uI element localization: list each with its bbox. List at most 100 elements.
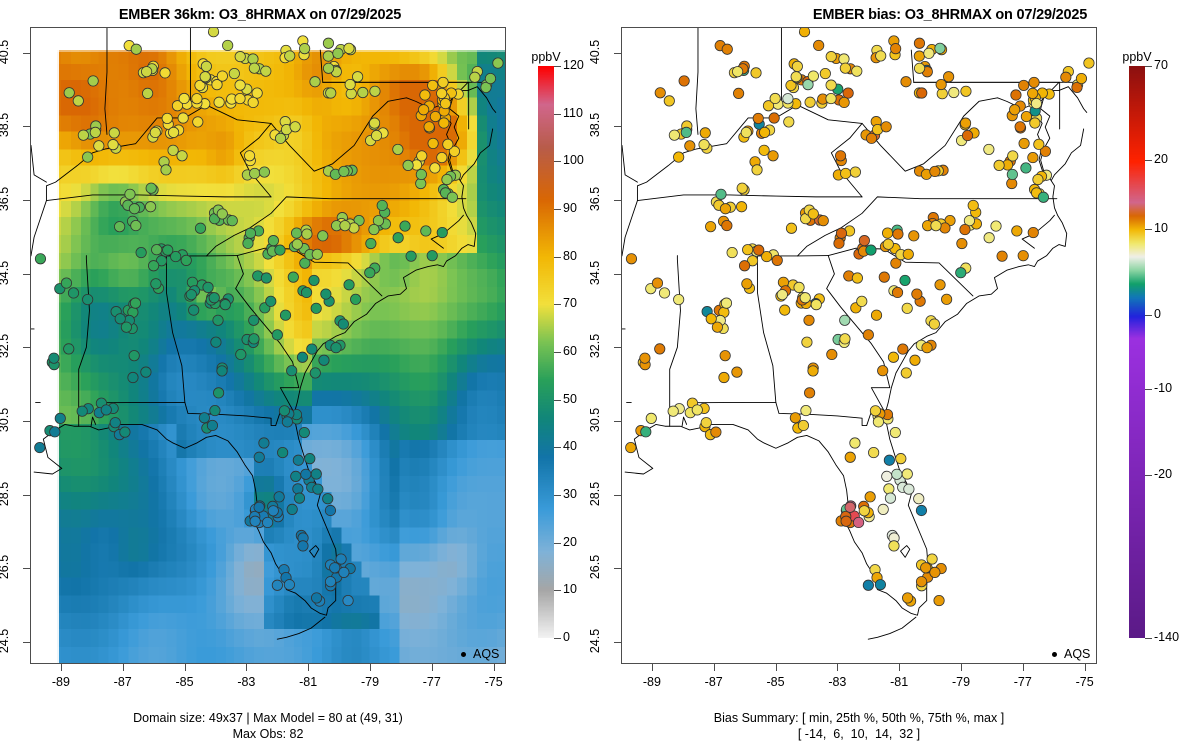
- aqs-station-marker[interactable]: [1020, 162, 1032, 174]
- aqs-station-marker[interactable]: [429, 162, 441, 174]
- aqs-station-marker[interactable]: [324, 576, 337, 588]
- aqs-station-marker[interactable]: [640, 426, 652, 438]
- aqs-station-marker[interactable]: [161, 112, 173, 124]
- aqs-station-marker[interactable]: [345, 88, 357, 100]
- aqs-station-marker[interactable]: [842, 87, 854, 99]
- aqs-station-marker[interactable]: [943, 71, 955, 83]
- aqs-station-marker[interactable]: [258, 166, 270, 178]
- aqs-station-marker[interactable]: [1060, 71, 1072, 83]
- aqs-station-marker[interactable]: [168, 126, 180, 138]
- aqs-station-marker[interactable]: [721, 43, 733, 55]
- aqs-station-marker[interactable]: [271, 579, 283, 591]
- aqs-station-marker[interactable]: [883, 454, 895, 466]
- aqs-station-marker[interactable]: [839, 314, 851, 326]
- aqs-station-marker[interactable]: [436, 226, 448, 239]
- aqs-station-marker[interactable]: [1018, 137, 1030, 150]
- aqs-station-marker[interactable]: [260, 65, 272, 77]
- aqs-station-marker[interactable]: [324, 504, 337, 517]
- aqs-station-marker[interactable]: [135, 247, 147, 259]
- aqs-station-marker[interactable]: [76, 405, 88, 417]
- aqs-station-marker[interactable]: [844, 451, 856, 463]
- aqs-station-marker[interactable]: [145, 201, 157, 213]
- aqs-station-marker[interactable]: [418, 104, 430, 116]
- aqs-station-marker[interactable]: [926, 553, 938, 565]
- aqs-station-marker[interactable]: [185, 289, 197, 301]
- aqs-station-marker[interactable]: [330, 342, 342, 354]
- aqs-station-marker[interactable]: [369, 85, 381, 97]
- aqs-station-marker[interactable]: [342, 595, 354, 607]
- aqs-station-marker[interactable]: [322, 50, 334, 62]
- aqs-station-marker[interactable]: [1071, 81, 1083, 93]
- aqs-station-marker[interactable]: [365, 237, 377, 250]
- aqs-station-marker[interactable]: [436, 87, 448, 99]
- aqs-station-marker[interactable]: [114, 221, 126, 233]
- aqs-station-marker[interactable]: [680, 126, 692, 138]
- aqs-station-marker[interactable]: [813, 39, 825, 52]
- aqs-station-marker[interactable]: [825, 51, 837, 63]
- aqs-station-marker[interactable]: [148, 260, 160, 272]
- aqs-station-marker[interactable]: [293, 492, 306, 504]
- aqs-station-marker[interactable]: [758, 144, 770, 156]
- aqs-station-marker[interactable]: [807, 70, 819, 82]
- aqs-station-marker[interactable]: [167, 144, 179, 156]
- aqs-station-marker[interactable]: [308, 274, 320, 286]
- aqs-station-marker[interactable]: [124, 188, 136, 200]
- aqs-station-markers[interactable]: [625, 28, 1095, 607]
- aqs-station-marker[interactable]: [248, 62, 260, 74]
- aqs-station-marker[interactable]: [960, 85, 972, 97]
- aqs-station-marker[interactable]: [286, 365, 298, 377]
- aqs-station-marker[interactable]: [162, 244, 174, 256]
- aqs-station-marker[interactable]: [956, 237, 968, 250]
- aqs-station-marker[interactable]: [309, 76, 321, 88]
- aqs-station-marker[interactable]: [654, 87, 666, 99]
- aqs-station-marker[interactable]: [34, 441, 46, 454]
- aqs-station-marker[interactable]: [790, 71, 802, 83]
- aqs-station-marker[interactable]: [849, 166, 861, 178]
- aqs-station-marker[interactable]: [192, 116, 204, 128]
- aqs-station-marker[interactable]: [368, 117, 381, 129]
- aqs-station-marker[interactable]: [789, 412, 801, 424]
- aqs-station-marker[interactable]: [177, 112, 189, 124]
- aqs-station-marker[interactable]: [767, 150, 779, 162]
- aqs-station-marker[interactable]: [54, 412, 66, 424]
- aqs-station-marker[interactable]: [887, 351, 900, 363]
- aqs-station-marker[interactable]: [392, 232, 404, 244]
- aqs-station-marker[interactable]: [913, 493, 925, 505]
- aqs-station-marker[interactable]: [838, 96, 850, 109]
- aqs-station-marker[interactable]: [274, 132, 287, 144]
- aqs-station-marker[interactable]: [49, 426, 61, 438]
- aqs-station-marker[interactable]: [260, 272, 272, 284]
- aqs-station-marker[interactable]: [89, 126, 101, 138]
- aqs-station-marker[interactable]: [901, 468, 913, 480]
- aqs-station-marker[interactable]: [207, 28, 220, 38]
- aqs-station-marker[interactable]: [865, 244, 877, 256]
- aqs-station-marker[interactable]: [875, 50, 887, 62]
- aqs-station-marker[interactable]: [930, 220, 942, 232]
- aqs-station-marker[interactable]: [883, 483, 895, 495]
- aqs-station-marker[interactable]: [273, 491, 285, 503]
- aqs-station-marker[interactable]: [235, 348, 247, 361]
- aqs-station-marker[interactable]: [1029, 117, 1041, 129]
- aqs-station-marker[interactable]: [437, 76, 449, 89]
- aqs-station-marker[interactable]: [248, 333, 260, 345]
- aqs-station-marker[interactable]: [399, 220, 411, 232]
- aqs-station-marker[interactable]: [877, 365, 889, 377]
- aqs-station-marker[interactable]: [798, 28, 811, 38]
- aqs-station-marker[interactable]: [891, 468, 903, 480]
- aqs-station-marker[interactable]: [936, 88, 948, 100]
- aqs-station-marker[interactable]: [891, 286, 904, 299]
- aqs-station-marker[interactable]: [322, 37, 335, 49]
- aqs-station-marker[interactable]: [202, 281, 214, 293]
- aqs-station-marker[interactable]: [318, 354, 330, 366]
- aqs-station-marker[interactable]: [911, 288, 923, 300]
- aqs-station-marker[interactable]: [289, 121, 301, 133]
- aqs-station-marker[interactable]: [913, 62, 926, 74]
- aqs-station-marker[interactable]: [948, 86, 960, 99]
- aqs-station-marker[interactable]: [835, 150, 847, 162]
- aqs-station-marker[interactable]: [929, 566, 941, 578]
- aqs-station-marker[interactable]: [109, 417, 121, 429]
- aqs-station-marker[interactable]: [870, 309, 883, 321]
- aqs-station-marker[interactable]: [752, 112, 764, 124]
- aqs-station-marker[interactable]: [684, 140, 696, 152]
- aqs-station-marker[interactable]: [826, 348, 838, 361]
